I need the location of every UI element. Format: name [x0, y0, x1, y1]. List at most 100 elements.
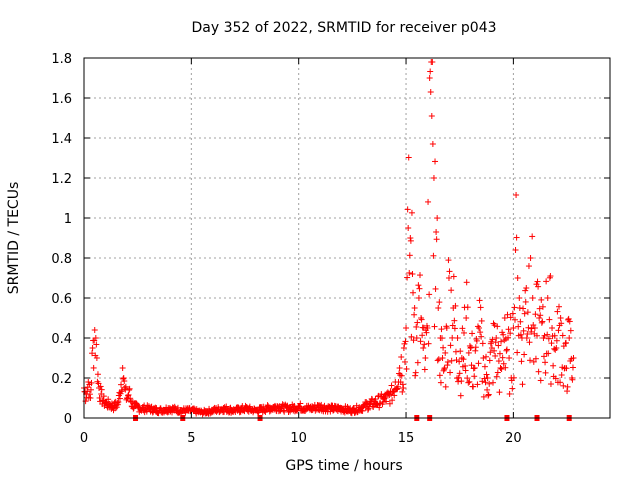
data-point [476, 325, 483, 331]
y-tick-label: 0.6 [51, 292, 72, 307]
data-point [388, 382, 395, 389]
data-point [532, 355, 539, 362]
data-point [472, 347, 479, 354]
data-point [280, 407, 287, 414]
data-point [538, 319, 545, 326]
data-point [522, 298, 529, 305]
data-point [406, 252, 413, 259]
data-point [372, 396, 379, 403]
axis-ticks [83, 57, 610, 419]
data-point [223, 403, 230, 410]
data-point [511, 304, 518, 311]
data-point [94, 371, 101, 378]
data-point [519, 381, 526, 388]
data-point [383, 398, 390, 405]
data-point [118, 388, 125, 395]
data-point [500, 360, 507, 367]
data-point [449, 334, 456, 341]
data-point [487, 349, 494, 356]
y-tick-label: 0.8 [51, 252, 72, 267]
y-tick-label: 1 [64, 212, 72, 227]
data-point [568, 355, 575, 362]
y-axis-title: SRMTID / TECUs [6, 182, 22, 295]
data-point [563, 365, 570, 372]
data-point [105, 396, 112, 403]
data-point [130, 405, 137, 412]
data-point [447, 369, 454, 376]
data-point [430, 175, 437, 181]
data-point [504, 311, 511, 318]
data-point [513, 191, 520, 198]
data-point [457, 392, 464, 399]
data-point [119, 365, 126, 371]
data-point [459, 325, 466, 332]
data-point [530, 358, 537, 365]
data-point [418, 316, 425, 323]
data-point [446, 268, 453, 275]
data-point [526, 339, 533, 346]
data-point [537, 312, 544, 319]
data-point [484, 386, 491, 393]
data-point [537, 377, 544, 384]
data-point [91, 327, 98, 333]
y-tick-label: 1.4 [51, 132, 72, 147]
data-point [514, 349, 521, 356]
data-point [327, 408, 334, 415]
data-point [545, 350, 552, 357]
data-point [535, 283, 542, 290]
data-point [569, 364, 576, 371]
data-point [547, 273, 554, 280]
data-point [469, 330, 476, 337]
data-point [511, 316, 518, 323]
data-point [503, 347, 510, 354]
data-point [96, 394, 103, 401]
data-point [463, 315, 470, 321]
data-point [235, 404, 242, 411]
data-point [426, 291, 433, 298]
data-point [435, 305, 442, 311]
data-point [552, 346, 559, 353]
data-point [90, 364, 97, 371]
data-point [394, 383, 401, 390]
data-point [118, 381, 125, 388]
data-point [414, 359, 421, 366]
data-point [433, 229, 440, 235]
data-point [434, 215, 441, 222]
data-point [559, 332, 566, 339]
data-point [414, 319, 421, 326]
data-point [547, 381, 554, 388]
data-point [530, 322, 537, 329]
data-point [491, 347, 498, 354]
x-tick-label: 15 [398, 431, 415, 446]
data-point [402, 338, 409, 345]
data-point [521, 310, 528, 317]
data-point [427, 68, 434, 75]
data-point [466, 342, 473, 349]
data-point [496, 389, 503, 396]
data-point [483, 353, 490, 360]
data-point [551, 345, 558, 352]
data-point [411, 311, 418, 318]
data-point [557, 315, 564, 321]
data-point [522, 287, 529, 294]
data-point [407, 235, 414, 241]
data-point [470, 383, 477, 390]
data-point [536, 305, 543, 312]
data-point [89, 345, 96, 351]
data-point [549, 325, 556, 331]
data-point [458, 378, 465, 385]
data-point [486, 380, 493, 387]
data-point [466, 378, 473, 385]
data-point [505, 334, 512, 341]
data-point [493, 373, 500, 380]
data-point [439, 355, 446, 361]
data-point [553, 337, 560, 344]
data-point [542, 359, 549, 366]
data-point [350, 405, 357, 412]
data-point [523, 335, 530, 342]
data-point [434, 357, 441, 364]
data-point [415, 295, 422, 301]
data-point [410, 289, 417, 296]
data-point [453, 357, 460, 364]
